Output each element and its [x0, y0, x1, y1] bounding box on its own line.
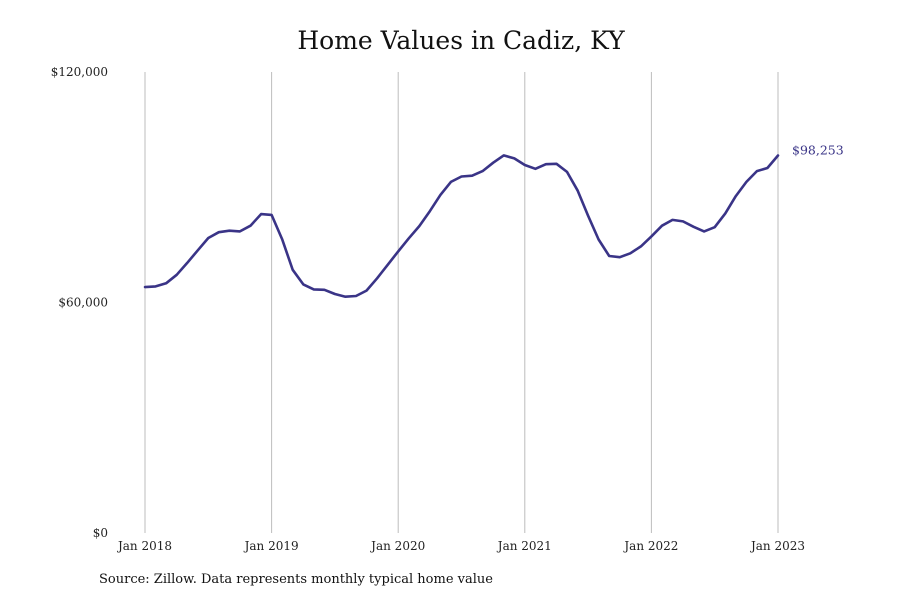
source-note: Source: Zillow. Data represents monthly …: [99, 572, 493, 587]
series-layer: [143, 154, 780, 299]
x-tick-label: Jan 2023: [749, 539, 805, 553]
x-tick-label: Jan 2020: [369, 539, 425, 553]
tick-labels: Jan 2018 Jan 2019 Jan 2020 Jan 2021 Jan 2022…: [51, 65, 805, 553]
x-tick-label: Jan 2022: [622, 539, 678, 553]
x-tick-label: Jan 2019: [243, 539, 299, 553]
gridlines: [144, 72, 779, 533]
y-tick-label: $0: [93, 526, 108, 540]
end-value-label: $98,253: [792, 143, 844, 158]
data-labels: $98,253: [792, 143, 844, 158]
chart-title: Home Values in Cadiz, KY: [297, 26, 625, 55]
series-line: [143, 154, 780, 299]
x-tick-label: Jan 2018: [116, 539, 172, 553]
y-tick-label: $120,000: [51, 65, 108, 79]
y-tick-label: $60,000: [58, 296, 108, 310]
x-tick-label: Jan 2021: [496, 539, 552, 553]
